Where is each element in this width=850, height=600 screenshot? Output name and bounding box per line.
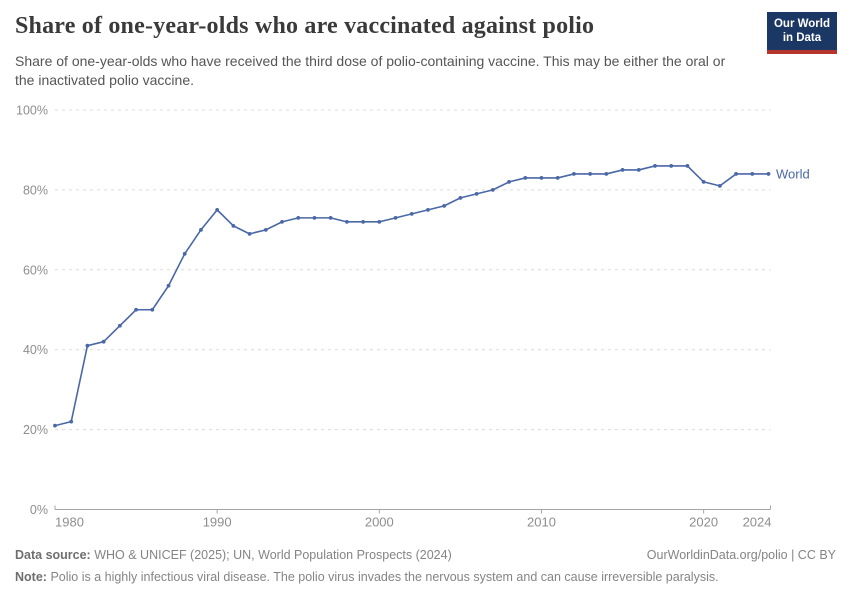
y-tick-label: 20%: [23, 423, 48, 437]
data-point: [669, 164, 674, 168]
data-point: [328, 215, 333, 220]
data-point: [426, 207, 430, 212]
data-point: [539, 176, 544, 180]
owid-logo-line2: in Data: [782, 31, 822, 44]
data-point: [166, 283, 171, 288]
data-point: [701, 180, 706, 184]
data-point: [53, 423, 57, 428]
data-point: [766, 172, 771, 176]
x-tick-label: 2010: [527, 515, 556, 530]
data-point: [409, 211, 414, 216]
data-point: [312, 215, 317, 220]
data-point: [717, 184, 722, 188]
note-value: Polio is a highly infectious viral disea…: [50, 570, 719, 584]
data-point: [199, 227, 203, 232]
data-point: [572, 172, 576, 176]
data-point: [150, 307, 155, 312]
data-source-text: Data source: WHO & UNICEF (2025); UN, Wo…: [15, 544, 452, 566]
data-point: [653, 164, 657, 168]
data-point: [85, 343, 90, 348]
world-line: [54, 165, 770, 427]
data-point: [247, 231, 252, 236]
data-point: [636, 168, 641, 172]
data-point: [296, 215, 301, 220]
footer-source-row: Data source: WHO & UNICEF (2025); UN, Wo…: [15, 544, 836, 566]
data-point: [344, 219, 349, 224]
owid-logo[interactable]: Our World in Data: [766, 12, 837, 54]
y-tick-label: 40%: [23, 343, 48, 357]
y-tick-label: 100%: [16, 104, 48, 118]
data-point: [134, 307, 138, 312]
data-source-value: WHO & UNICEF (2025); UN, World Populatio…: [94, 548, 452, 562]
data-point: [101, 339, 106, 344]
x-tick-label: 2024: [743, 515, 772, 530]
y-tick-label: 0%: [30, 503, 48, 517]
data-point: [182, 251, 187, 256]
data-point: [280, 219, 284, 224]
data-point: [555, 176, 560, 180]
data-point: [588, 172, 593, 176]
x-tick-label: 1980: [55, 515, 84, 530]
chart-footer: Data source: WHO & UNICEF (2025); UN, Wo…: [15, 544, 836, 588]
data-point: [734, 172, 738, 176]
y-tick-label: 80%: [23, 183, 48, 197]
data-source-label: Data source:: [15, 548, 91, 562]
data-point: [361, 219, 366, 224]
footer-note-row: Note: Polio is a highly infectious viral…: [15, 566, 836, 588]
data-point: [393, 215, 398, 220]
owid-logo-line1: Our World: [773, 18, 830, 30]
data-point: [523, 176, 528, 180]
data-point: [458, 195, 463, 200]
x-tick-label: 2000: [365, 515, 394, 530]
data-point: [750, 172, 755, 176]
data-point: [685, 164, 690, 168]
data-point: [442, 203, 447, 208]
data-point: [474, 191, 479, 196]
y-tick-label: 60%: [23, 263, 48, 277]
page-title: Share of one-year-olds who are vaccinate…: [15, 13, 595, 39]
data-point: [604, 172, 609, 176]
data-point: [620, 168, 625, 172]
data-point: [490, 188, 495, 192]
data-point: [377, 219, 382, 224]
owid-license-link[interactable]: OurWorldinData.org/polio | CC BY: [646, 548, 836, 562]
data-point: [507, 180, 511, 184]
data-point: [117, 323, 122, 328]
note-label: Note:: [15, 570, 47, 584]
data-point: [215, 207, 220, 212]
data-point: [263, 227, 268, 232]
data-point: [231, 223, 236, 228]
series-label: World: [776, 166, 810, 181]
x-tick-label: 2020: [689, 515, 718, 530]
x-tick-label: 1990: [203, 515, 232, 530]
data-point: [69, 419, 74, 424]
chart-svg: 0% 20% 40% 60% 80% 100% 1980 1990 2000 2010 2020 20…: [16, 104, 810, 530]
chart-subtitle: Share of one-year-olds who have received…: [15, 53, 726, 88]
